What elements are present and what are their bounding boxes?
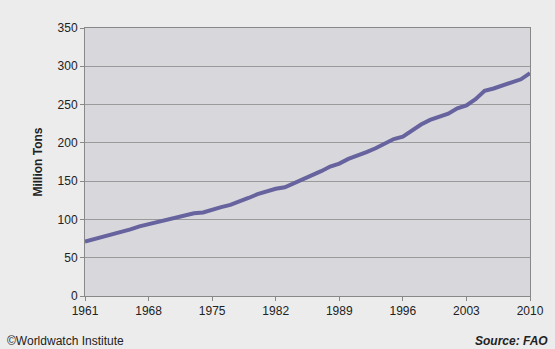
svg-text:350: 350 (58, 21, 78, 35)
svg-text:250: 250 (58, 98, 78, 112)
svg-text:1968: 1968 (135, 304, 162, 318)
svg-text:1961: 1961 (72, 304, 99, 318)
svg-text:1989: 1989 (326, 304, 353, 318)
svg-text:200: 200 (58, 136, 78, 150)
svg-text:150: 150 (58, 174, 78, 188)
svg-text:1996: 1996 (390, 304, 417, 318)
svg-text:1975: 1975 (199, 304, 226, 318)
svg-text:0: 0 (71, 289, 78, 303)
svg-text:Source: FAO: Source: FAO (475, 334, 548, 348)
svg-text:100: 100 (58, 213, 78, 227)
svg-text:50: 50 (64, 251, 78, 265)
svg-text:2003: 2003 (453, 304, 480, 318)
svg-text:2010: 2010 (517, 304, 544, 318)
svg-text:300: 300 (58, 59, 78, 73)
svg-text:©Worldwatch Institute: ©Worldwatch Institute (7, 334, 124, 348)
svg-text:Million Tons: Million Tons (31, 127, 45, 196)
svg-text:1982: 1982 (262, 304, 289, 318)
